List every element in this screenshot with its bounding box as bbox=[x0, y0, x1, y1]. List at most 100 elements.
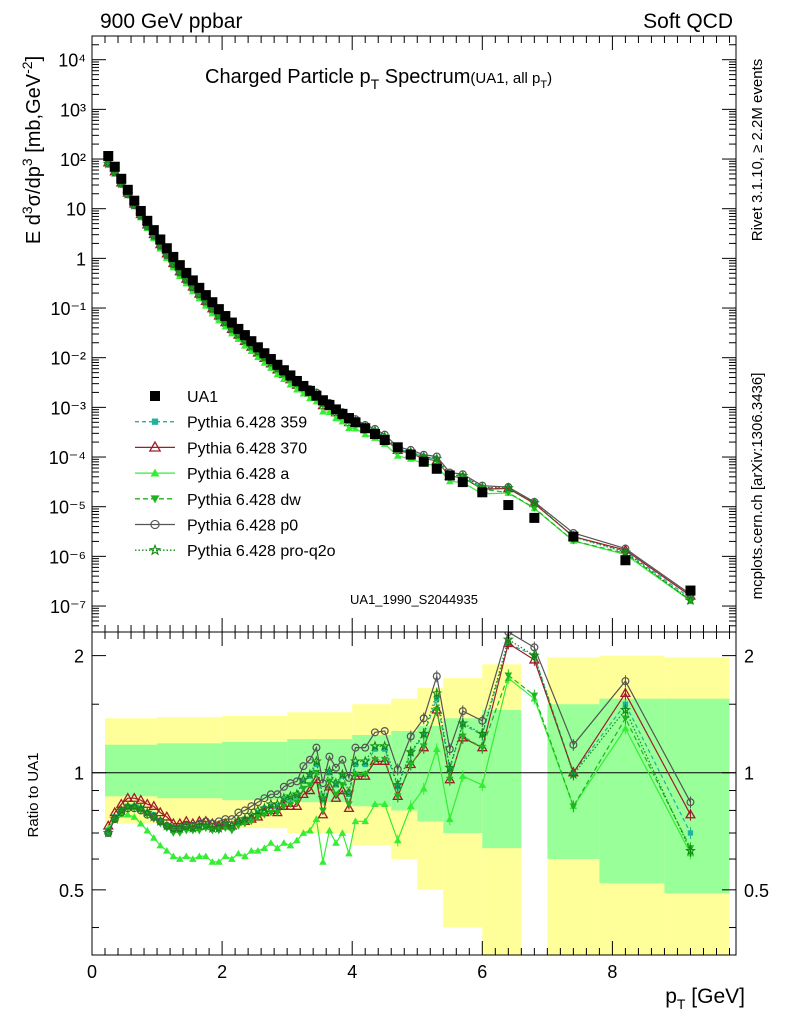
ratio-marker bbox=[271, 798, 283, 809]
ratio-marker bbox=[567, 768, 579, 780]
ratio-marker bbox=[260, 844, 269, 851]
ratio-marker bbox=[478, 716, 487, 725]
ratio-marker bbox=[382, 746, 388, 752]
ratio-marker bbox=[330, 777, 342, 788]
y-tick-label: 10⁻⁷ bbox=[50, 597, 86, 617]
main-marker bbox=[254, 353, 262, 361]
y-tick-label: 10⁴ bbox=[58, 51, 86, 71]
ratio-marker bbox=[325, 752, 334, 761]
ratio-marker bbox=[228, 855, 236, 862]
title-small-sub: T bbox=[540, 79, 547, 91]
ua1-point bbox=[109, 161, 120, 172]
main-y-label: E d3σ/dp3 [mb,GeV-2] bbox=[19, 56, 45, 244]
ratio-marker bbox=[458, 772, 467, 779]
ratio-marker bbox=[621, 724, 630, 732]
ua1-point bbox=[161, 243, 172, 254]
ratio-marker bbox=[267, 809, 275, 817]
legend-marker bbox=[148, 440, 162, 452]
main-marker bbox=[619, 546, 631, 557]
ratio-marker bbox=[432, 745, 441, 752]
ratio-marker bbox=[530, 692, 539, 700]
ua1-point bbox=[330, 404, 341, 415]
ratio-marker bbox=[345, 801, 353, 809]
ua1-point bbox=[311, 390, 322, 401]
ua1-point bbox=[503, 500, 514, 511]
ratio-y-tick-label-right: 0.5 bbox=[744, 881, 769, 901]
ratio-marker bbox=[359, 770, 371, 780]
ratio-marker bbox=[380, 726, 389, 736]
main-marker bbox=[530, 505, 539, 512]
ratio-marker bbox=[406, 732, 415, 741]
ratio-marker bbox=[393, 836, 402, 844]
ua1-point bbox=[252, 342, 263, 353]
ratio-marker bbox=[245, 808, 257, 820]
ratio-marker bbox=[392, 779, 404, 790]
main-marker bbox=[621, 544, 630, 553]
ratio-marker bbox=[445, 776, 454, 784]
ratio-marker bbox=[154, 806, 166, 817]
ratio-marker bbox=[200, 820, 212, 831]
ratio-marker bbox=[260, 811, 269, 819]
ratio-marker bbox=[351, 743, 360, 752]
legend-label: Pythia 6.428 p0 bbox=[187, 518, 298, 535]
ratio-marker bbox=[318, 779, 327, 788]
ua1-point bbox=[369, 429, 380, 440]
ratio-marker bbox=[304, 768, 316, 780]
ratio-marker bbox=[117, 808, 126, 817]
ratio-marker bbox=[349, 770, 361, 780]
ua1-point bbox=[337, 408, 348, 419]
ua1-point bbox=[239, 330, 250, 341]
ratio-marker bbox=[372, 746, 378, 752]
header-left: 900 GeV ppbar bbox=[100, 10, 242, 33]
ua1-point bbox=[444, 470, 455, 481]
ratio-marker bbox=[154, 815, 166, 827]
ua1-point bbox=[568, 531, 579, 542]
ratio-marker bbox=[478, 744, 487, 752]
ratio-marker bbox=[332, 791, 340, 799]
ua1-point bbox=[298, 380, 309, 391]
legend-marker bbox=[148, 543, 162, 556]
ratio-marker bbox=[299, 762, 308, 771]
ua1-point bbox=[343, 413, 354, 424]
ratio-marker bbox=[293, 799, 301, 806]
ua1-point bbox=[291, 375, 302, 386]
ratio-marker bbox=[338, 755, 347, 764]
uncertainty-band-green bbox=[664, 698, 730, 894]
ratio-marker bbox=[369, 740, 381, 751]
y-tick-label: 10 bbox=[66, 200, 86, 220]
ylabel-sup2: 3 bbox=[19, 158, 35, 166]
xlabel-unit: [GeV] bbox=[685, 985, 745, 1008]
ratio-marker bbox=[130, 813, 139, 820]
ratio-marker bbox=[406, 802, 415, 810]
ratio-marker bbox=[419, 714, 428, 723]
x-tick-label: 4 bbox=[347, 962, 357, 982]
ratio-marker bbox=[208, 858, 217, 865]
ua1-point bbox=[233, 323, 244, 334]
ylabel-end: ] bbox=[23, 56, 45, 62]
legend-marker-ua1 bbox=[150, 391, 160, 401]
ratio-marker bbox=[163, 846, 171, 854]
ratio-marker bbox=[312, 815, 321, 822]
ratio-marker bbox=[458, 733, 467, 741]
ua1-point bbox=[259, 348, 270, 359]
main-marker bbox=[684, 594, 696, 606]
uncertainty-band-green bbox=[105, 744, 158, 797]
ratio-marker bbox=[239, 813, 251, 824]
ratio-marker bbox=[195, 852, 204, 860]
ratio-marker bbox=[174, 817, 186, 828]
mcplots-label: mcplots.cern.ch [arXiv:1306.3436] bbox=[749, 373, 766, 600]
main-line-5 bbox=[107, 163, 691, 601]
ratio-marker bbox=[280, 839, 288, 846]
ratio-marker bbox=[291, 800, 303, 810]
ua1-point bbox=[148, 225, 159, 236]
ratio-marker bbox=[176, 855, 184, 862]
ratio-marker bbox=[352, 761, 359, 768]
uncertainty-band-green bbox=[547, 704, 600, 860]
ua1-point bbox=[174, 260, 185, 271]
ratio-marker bbox=[349, 755, 361, 767]
y-tick-label: 10³ bbox=[60, 100, 86, 120]
legend-marker bbox=[150, 468, 160, 477]
ua1-point bbox=[135, 205, 146, 216]
ratio-marker bbox=[280, 803, 288, 811]
ylabel-sup1: 3 bbox=[19, 206, 35, 214]
